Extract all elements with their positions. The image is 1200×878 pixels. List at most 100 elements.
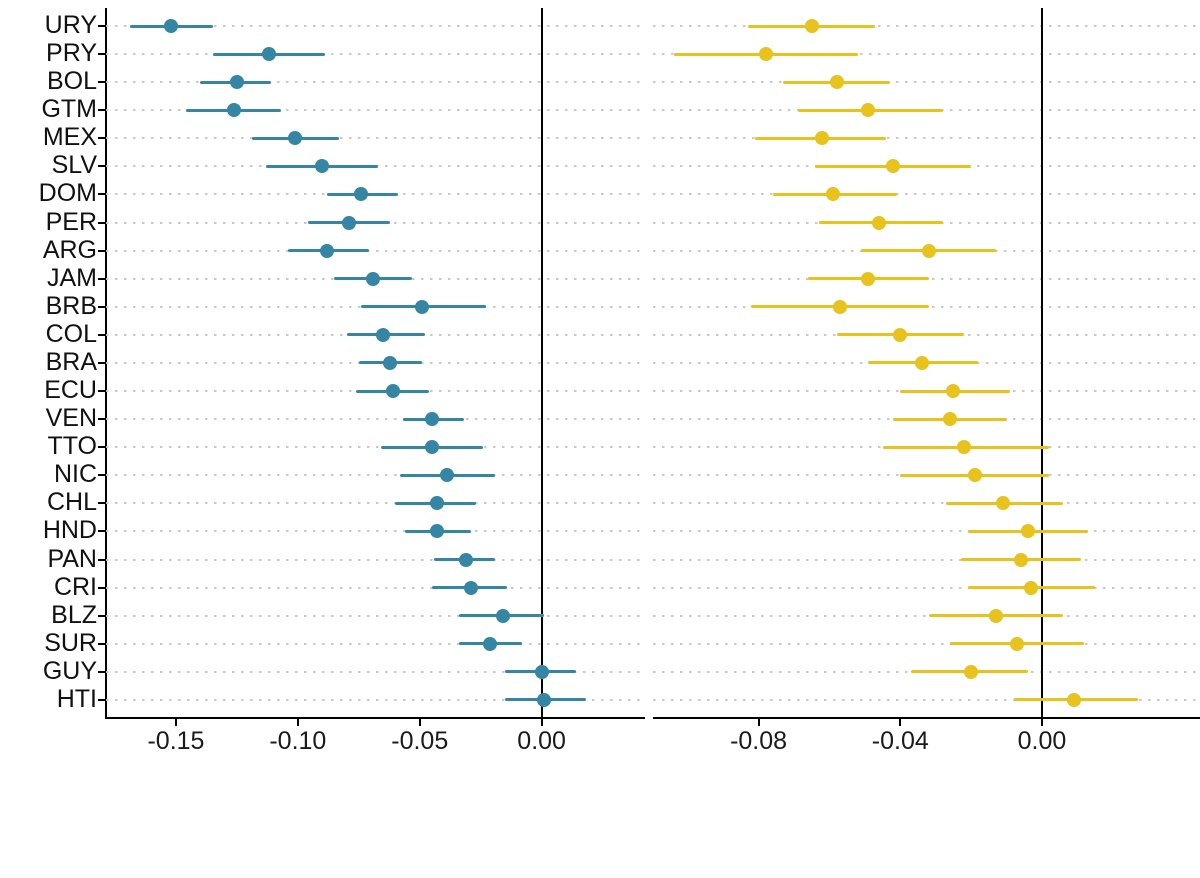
- y-axis-label: PRY: [46, 39, 97, 68]
- y-axis-tick: [98, 558, 105, 561]
- y-axis-tick: [98, 305, 105, 308]
- gridline: [653, 586, 1200, 589]
- skin-color-effect-point-jam: [366, 271, 381, 286]
- x-axis-tick: [174, 719, 177, 726]
- y-axis-label: BRB: [45, 291, 97, 320]
- unexplained-effect-point-per: [872, 215, 887, 230]
- gridline: [653, 502, 1200, 505]
- gridline: [106, 53, 645, 56]
- x-axis-line: [653, 717, 1200, 719]
- gridline: [653, 137, 1200, 140]
- gridline: [653, 614, 1200, 617]
- y-axis-tick: [98, 53, 105, 56]
- legend: Componente Oaxaca-Blinder Efecto del col…: [0, 790, 1200, 878]
- y-axis-tick: [98, 390, 105, 393]
- y-axis-label: MEX: [42, 123, 97, 152]
- unexplained-effect-point-sur: [1010, 636, 1025, 651]
- y-axis-label: SUR: [44, 628, 97, 657]
- skin-color-effect-point-hnd: [429, 524, 444, 539]
- gridline: [653, 558, 1200, 561]
- unexplained-effect-point-hti: [1066, 692, 1081, 707]
- y-axis-tick: [98, 614, 105, 617]
- skin-color-effect-point-ecu: [385, 384, 400, 399]
- y-axis-label: DOM: [38, 179, 97, 208]
- y-axis-tick: [98, 81, 105, 84]
- unexplained-effect-point-pan: [1013, 552, 1028, 567]
- x-axis-tick: [1040, 719, 1043, 726]
- x-axis-tick: [540, 719, 543, 726]
- unexplained-effect-point-slv: [886, 159, 901, 174]
- y-axis-label: ECU: [44, 376, 97, 405]
- y-axis-label: HND: [42, 516, 97, 545]
- y-axis-tick: [98, 193, 105, 196]
- y-axis-label: NIC: [53, 460, 97, 489]
- unexplained-effect-point-nic: [967, 468, 982, 483]
- y-axis-label: HTI: [56, 684, 97, 713]
- y-axis-label: BLZ: [51, 600, 97, 629]
- zero-reference-line: [540, 8, 543, 717]
- skin-color-effect-point-mex: [288, 131, 303, 146]
- y-axis-label: ARG: [42, 235, 97, 264]
- y-axis-tick: [98, 165, 105, 168]
- unexplained-effect-point-ven: [942, 412, 957, 427]
- gridline: [653, 193, 1200, 196]
- y-axis-label: SLV: [51, 151, 97, 180]
- skin-color-effect-point-bra: [383, 355, 398, 370]
- skin-color-effect-point-arg: [320, 243, 335, 258]
- gridline: [106, 249, 645, 252]
- unexplained-effect-point-gtm: [861, 103, 876, 118]
- unexplained-effect-point-chl: [996, 496, 1011, 511]
- unexplained-effect-point-ecu: [946, 384, 961, 399]
- unexplained-effect-point-dom: [825, 187, 840, 202]
- x-axis-tick: [899, 719, 902, 726]
- gridline: [106, 614, 645, 617]
- y-axis-label: PER: [45, 207, 97, 236]
- unexplained-effect-point-blz: [988, 608, 1003, 623]
- skin-color-effect-point-slv: [315, 159, 330, 174]
- gridline: [106, 109, 645, 112]
- gridline: [106, 474, 645, 477]
- y-axis-label: CRI: [53, 572, 97, 601]
- unexplained-effect-point-brb: [833, 299, 848, 314]
- unexplained-effect-point-tto: [957, 440, 972, 455]
- x-axis-tick: [296, 719, 299, 726]
- x-axis-tick-label: 0.00: [517, 727, 566, 755]
- y-axis-tick: [98, 333, 105, 336]
- y-axis-tick: [98, 109, 105, 112]
- skin-color-effect-point-pan: [459, 552, 474, 567]
- unexplained-effect-point-guy: [964, 664, 979, 679]
- y-axis-label: PAN: [47, 544, 97, 573]
- x-axis-tick: [757, 719, 760, 726]
- unexplained-effect-point-arg: [921, 243, 936, 258]
- skin-color-effect-point-brb: [415, 299, 430, 314]
- gridline: [106, 446, 645, 449]
- y-axis-tick: [98, 361, 105, 364]
- y-axis-tick: [98, 670, 105, 673]
- x-axis-line: [106, 717, 645, 719]
- gridline: [106, 558, 645, 561]
- x-axis-tick-label: -0.08: [730, 727, 788, 755]
- y-axis-label: BOL: [46, 67, 97, 96]
- skin-color-effect-point-guy: [534, 664, 549, 679]
- x-axis-tick: [418, 719, 421, 726]
- y-axis-tick: [98, 277, 105, 280]
- gridline: [653, 25, 1200, 27]
- gridline: [653, 530, 1200, 533]
- zero-reference-line: [1040, 8, 1043, 717]
- y-axis-tick: [98, 530, 105, 533]
- y-axis-tick: [98, 418, 105, 421]
- y-axis-tick: [98, 137, 105, 140]
- unexplained-effect-point-hnd: [1020, 524, 1035, 539]
- skin-color-effect-point-sur: [483, 636, 498, 651]
- y-axis-label: BRA: [45, 347, 97, 376]
- y-axis-label: GUY: [42, 656, 97, 685]
- y-axis-label: TTO: [47, 432, 97, 461]
- y-axis-tick: [98, 25, 105, 27]
- skin-color-effect-point-col: [376, 327, 391, 342]
- unexplained-effect-point-pry: [758, 47, 773, 62]
- y-axis-tick: [98, 221, 105, 224]
- skin-color-effect-point-ury: [164, 19, 179, 33]
- skin-color-effect-point-pry: [261, 47, 276, 62]
- gridline: [653, 81, 1200, 84]
